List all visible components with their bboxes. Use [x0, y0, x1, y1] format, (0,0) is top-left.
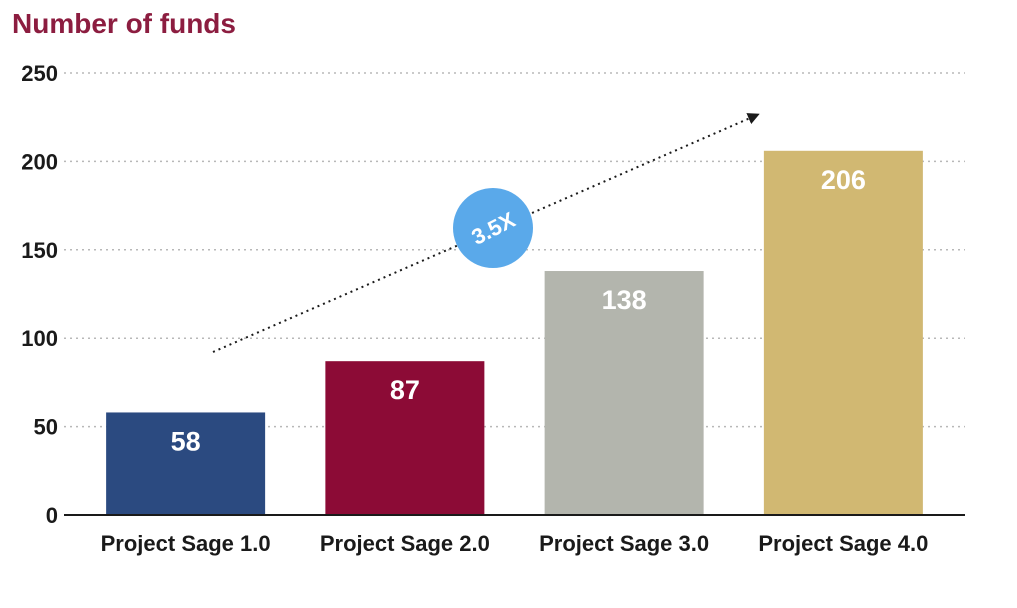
bars: 58 87 138 206: [106, 150, 923, 516]
chart-title: Number of funds: [12, 8, 236, 39]
y-tick-label: 0: [46, 503, 58, 528]
growth-badge: [453, 188, 533, 268]
y-tick-label: 50: [34, 415, 58, 440]
bar: [325, 361, 485, 515]
growth-arrow: 3.5X: [212, 113, 760, 353]
y-tick-label: 250: [21, 61, 58, 86]
bar: [544, 271, 704, 515]
x-category-label: Project Sage 1.0: [101, 531, 271, 556]
x-category-label: Project Sage 4.0: [758, 531, 928, 556]
y-tick-label: 100: [21, 326, 58, 351]
bar-value-label: 87: [390, 375, 420, 405]
bar-value-label: 138: [602, 285, 647, 315]
x-axis-labels: Project Sage 1.0 Project Sage 2.0 Project …: [101, 531, 929, 556]
x-category-label: Project Sage 3.0: [539, 531, 709, 556]
x-category-label: Project Sage 2.0: [320, 531, 490, 556]
bar: [763, 150, 923, 516]
y-tick-label: 200: [21, 149, 58, 174]
bar-value-label: 58: [171, 426, 201, 456]
bar-value-label: 206: [821, 165, 866, 195]
y-axis-ticks: 0 50 100 150 200 250: [21, 61, 58, 528]
bar: [106, 412, 266, 515]
y-tick-label: 150: [21, 238, 58, 263]
